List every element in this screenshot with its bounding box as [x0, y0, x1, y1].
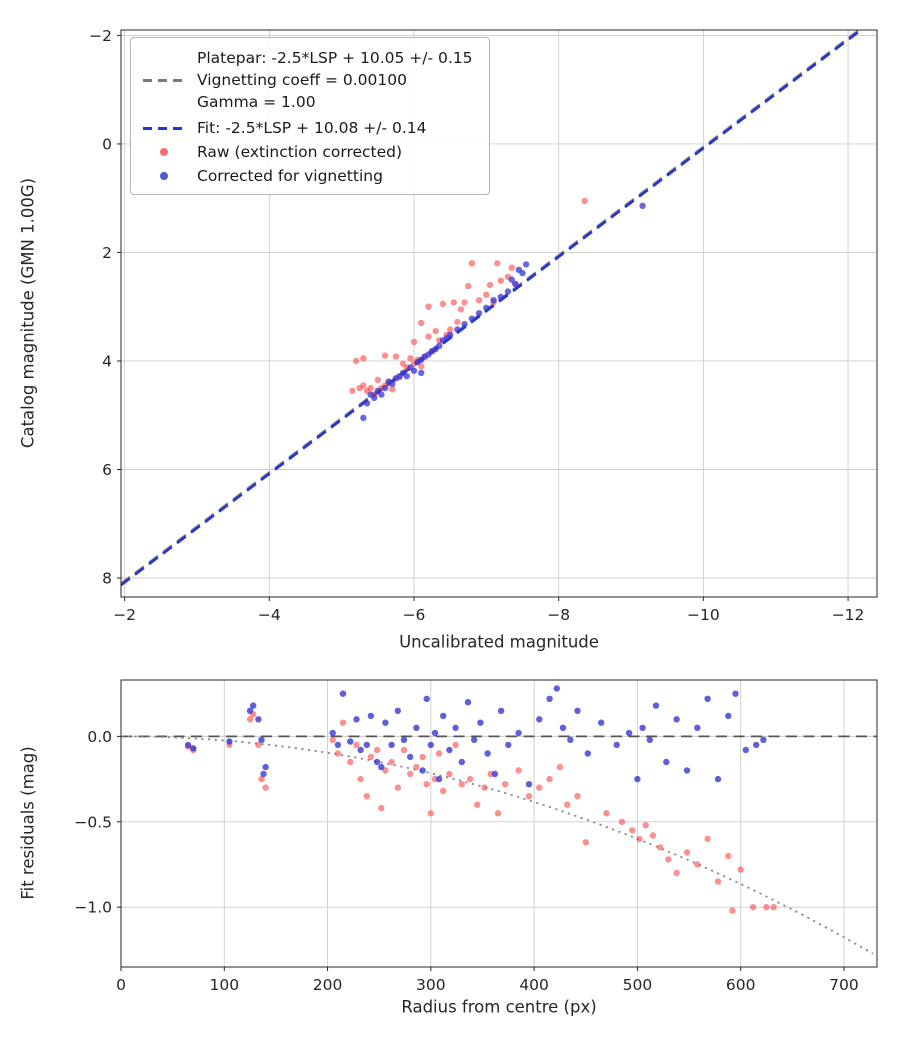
y-tick-label: 6 [102, 461, 112, 479]
corrected-label: Corrected for vignetting [197, 167, 383, 185]
platepar-line [121, 30, 861, 585]
x-tick-label: −12 [832, 606, 865, 624]
y-tick-label: 0.0 [87, 728, 112, 746]
top-x-axis-label: Uncalibrated magnitude [399, 632, 599, 652]
legend-entry-fit: Fit: -2.5*LSP + 10.08 +/- 0.14 [143, 119, 473, 137]
legend-platepar-text: Platepar: -2.5*LSP + 10.05 +/- 0.15 Vign… [197, 47, 473, 113]
legend-entry-platepar: Platepar: -2.5*LSP + 10.05 +/- 0.15 Vign… [143, 47, 473, 113]
corrected-marker-sample [143, 172, 185, 180]
y-tick-label: −0.5 [74, 813, 112, 831]
platepar-label: Platepar: -2.5*LSP + 10.05 +/- 0.15 [197, 49, 473, 67]
raw-label: Raw (extinction corrected) [197, 143, 403, 161]
gamma-label: Gamma = 1.00 [197, 93, 316, 111]
plot-magnitude-fit: −2 −4 −6 −8 −10 −12 −2 0 2 4 6 8 [89, 27, 878, 624]
x-tick-label: 0 [116, 976, 126, 994]
x-tick-label: 600 [726, 976, 756, 994]
fit-label: Fit: -2.5*LSP + 10.08 +/- 0.14 [197, 119, 427, 137]
vignetting-label: Vignetting coeff = 0.00100 [197, 71, 407, 89]
fit-line-sample [143, 126, 185, 130]
bottom-x-axis-label: Radius from centre (px) [401, 997, 597, 1017]
x-tick-label: 500 [623, 976, 653, 994]
x-tick-label: 400 [519, 976, 549, 994]
bottom-y-axis-label: Fit residuals (mag) [18, 746, 38, 900]
x-tick-label: −8 [547, 606, 570, 624]
raw-points [349, 197, 588, 398]
legend-entry-corrected: Corrected for vignetting [143, 167, 473, 185]
x-tick-label: −2 [113, 606, 136, 624]
axes-spine [120, 29, 878, 598]
corrected-points [360, 202, 646, 422]
fit-line [121, 30, 864, 587]
y-tick-label: −2 [89, 27, 112, 45]
x-tick-label: 100 [209, 976, 239, 994]
x-tick-label: 300 [416, 976, 446, 994]
y-tick-label: 2 [102, 244, 112, 262]
x-tick-label: 200 [313, 976, 343, 994]
platepar-line-sample [143, 78, 185, 82]
y-tick-label: 8 [102, 570, 112, 588]
x-tick-label: −6 [403, 606, 426, 624]
axes-spine [120, 679, 878, 968]
x-tick-label: −10 [687, 606, 720, 624]
top-y-axis-label: Catalog magnitude (GMN 1.00G) [18, 177, 38, 449]
x-tick-label: −4 [258, 606, 281, 624]
plot-residuals: 0 100 200 300 400 500 600 700 0.0 −0.5 −1.0 [74, 679, 878, 994]
legend-entry-raw: Raw (extinction corrected) [143, 143, 473, 161]
vignetting-model-line [121, 735, 874, 955]
y-tick-label: −1.0 [74, 899, 112, 917]
legend: Platepar: -2.5*LSP + 10.05 +/- 0.15 Vign… [130, 37, 490, 195]
y-tick-label: 4 [102, 352, 112, 370]
x-tick-label: 700 [829, 976, 859, 994]
corrected-residuals [184, 685, 767, 788]
y-tick-label: 0 [102, 135, 112, 153]
raw-marker-sample [143, 148, 185, 156]
raw-residuals [184, 711, 777, 914]
